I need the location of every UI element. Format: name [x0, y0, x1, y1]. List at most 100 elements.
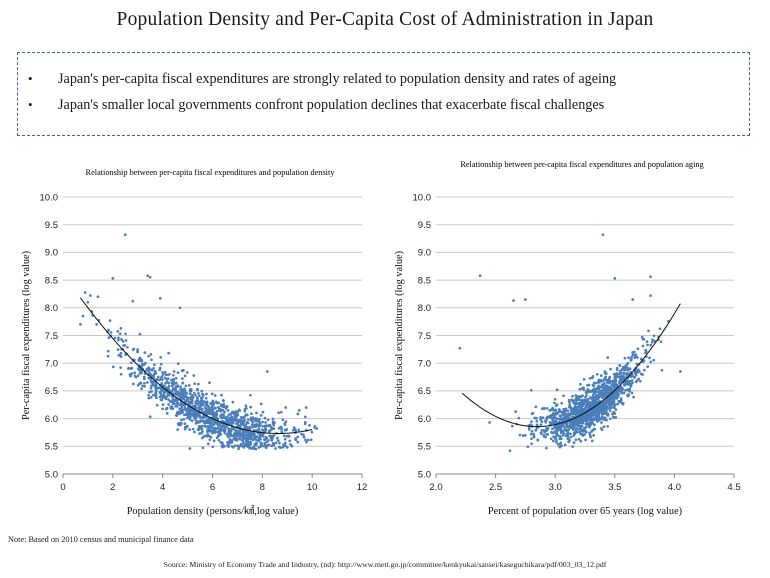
data-point: [191, 412, 194, 416]
data-point: [174, 404, 177, 408]
data-point: [79, 323, 82, 326]
data-point: [575, 419, 578, 423]
data-point: [625, 363, 628, 367]
data-point: [219, 424, 223, 428]
data-point: [551, 413, 555, 417]
data-point: [236, 424, 240, 428]
data-point: [234, 419, 237, 422]
data-point: [602, 383, 606, 387]
y-tick-label: 8.0: [45, 303, 58, 314]
data-point: [574, 402, 577, 406]
data-point: [530, 420, 533, 423]
data-point: [159, 362, 163, 366]
data-point: [600, 379, 603, 383]
data-point: [641, 344, 645, 348]
data-point: [231, 400, 235, 404]
data-point: [207, 412, 211, 416]
data-point: [653, 339, 656, 343]
data-point: [647, 329, 650, 333]
data-point: [300, 432, 303, 436]
data-point: [158, 386, 161, 390]
x-axis-label: Percent of population over 65 years (log…: [488, 506, 682, 517]
data-point: [627, 356, 630, 360]
y-tick-label: 6.0: [418, 414, 431, 425]
data-point: [652, 358, 656, 362]
data-point: [527, 426, 531, 430]
data-point: [621, 387, 624, 391]
data-point: [220, 416, 224, 420]
data-point: [176, 371, 180, 375]
data-point: [237, 447, 240, 451]
data-point: [623, 368, 627, 372]
data-point: [180, 418, 183, 422]
data-point: [276, 439, 280, 442]
data-point: [206, 404, 210, 408]
data-point: [136, 374, 140, 377]
data-point: [270, 439, 274, 442]
data-point: [129, 367, 133, 370]
data-point: [141, 384, 144, 388]
y-tick-label: 6.5: [418, 386, 431, 397]
data-point: [646, 365, 650, 368]
data-point: [226, 432, 230, 436]
data-point: [630, 391, 634, 395]
data-point: [165, 412, 169, 415]
data-point: [590, 401, 594, 405]
data-point: [560, 401, 564, 405]
data-point: [562, 416, 565, 420]
data-point: [601, 233, 605, 237]
data-point: [642, 368, 646, 372]
data-point: [143, 377, 146, 381]
data-point: [577, 437, 581, 441]
data-point: [602, 416, 606, 420]
data-point: [306, 438, 310, 442]
data-point: [649, 343, 653, 347]
data-point: [534, 405, 538, 409]
data-point: [315, 427, 319, 430]
data-point: [258, 445, 262, 449]
data-point: [559, 435, 562, 438]
data-point: [623, 366, 627, 370]
data-point: [592, 434, 595, 437]
data-point: [612, 372, 616, 376]
data-point: [167, 351, 170, 355]
y-tick-label: 5.0: [418, 469, 431, 480]
data-point: [540, 432, 543, 436]
data-point: [620, 380, 623, 384]
data-point: [567, 440, 570, 443]
data-point: [562, 432, 566, 435]
data-point: [188, 392, 192, 396]
data-point: [294, 437, 297, 440]
data-point: [599, 417, 603, 421]
data-point: [156, 378, 159, 381]
data-point: [602, 425, 606, 429]
data-point: [605, 391, 609, 395]
data-point: [106, 349, 110, 353]
data-point: [255, 411, 258, 415]
data-point: [579, 432, 583, 436]
data-point: [203, 406, 207, 409]
data-point: [223, 410, 226, 414]
data-point: [147, 354, 150, 358]
data-point: [238, 438, 242, 441]
data-point: [558, 408, 561, 412]
data-point: [281, 445, 285, 449]
data-point: [154, 391, 157, 394]
data-point: [545, 416, 548, 420]
data-point: [170, 378, 174, 382]
data-point: [533, 416, 537, 420]
data-point: [176, 422, 180, 426]
data-point: [540, 407, 544, 410]
data-point: [305, 440, 308, 444]
data-point: [184, 407, 187, 411]
data-point: [582, 402, 585, 406]
data-point: [211, 413, 215, 417]
data-point: [116, 348, 120, 351]
data-point: [277, 445, 281, 449]
data-point: [119, 327, 123, 330]
data-point: [563, 409, 566, 413]
data-point: [214, 415, 218, 419]
page-title: Population Density and Per-Capita Cost o…: [116, 9, 654, 30]
data-point: [252, 433, 256, 437]
data-point: [608, 375, 612, 379]
